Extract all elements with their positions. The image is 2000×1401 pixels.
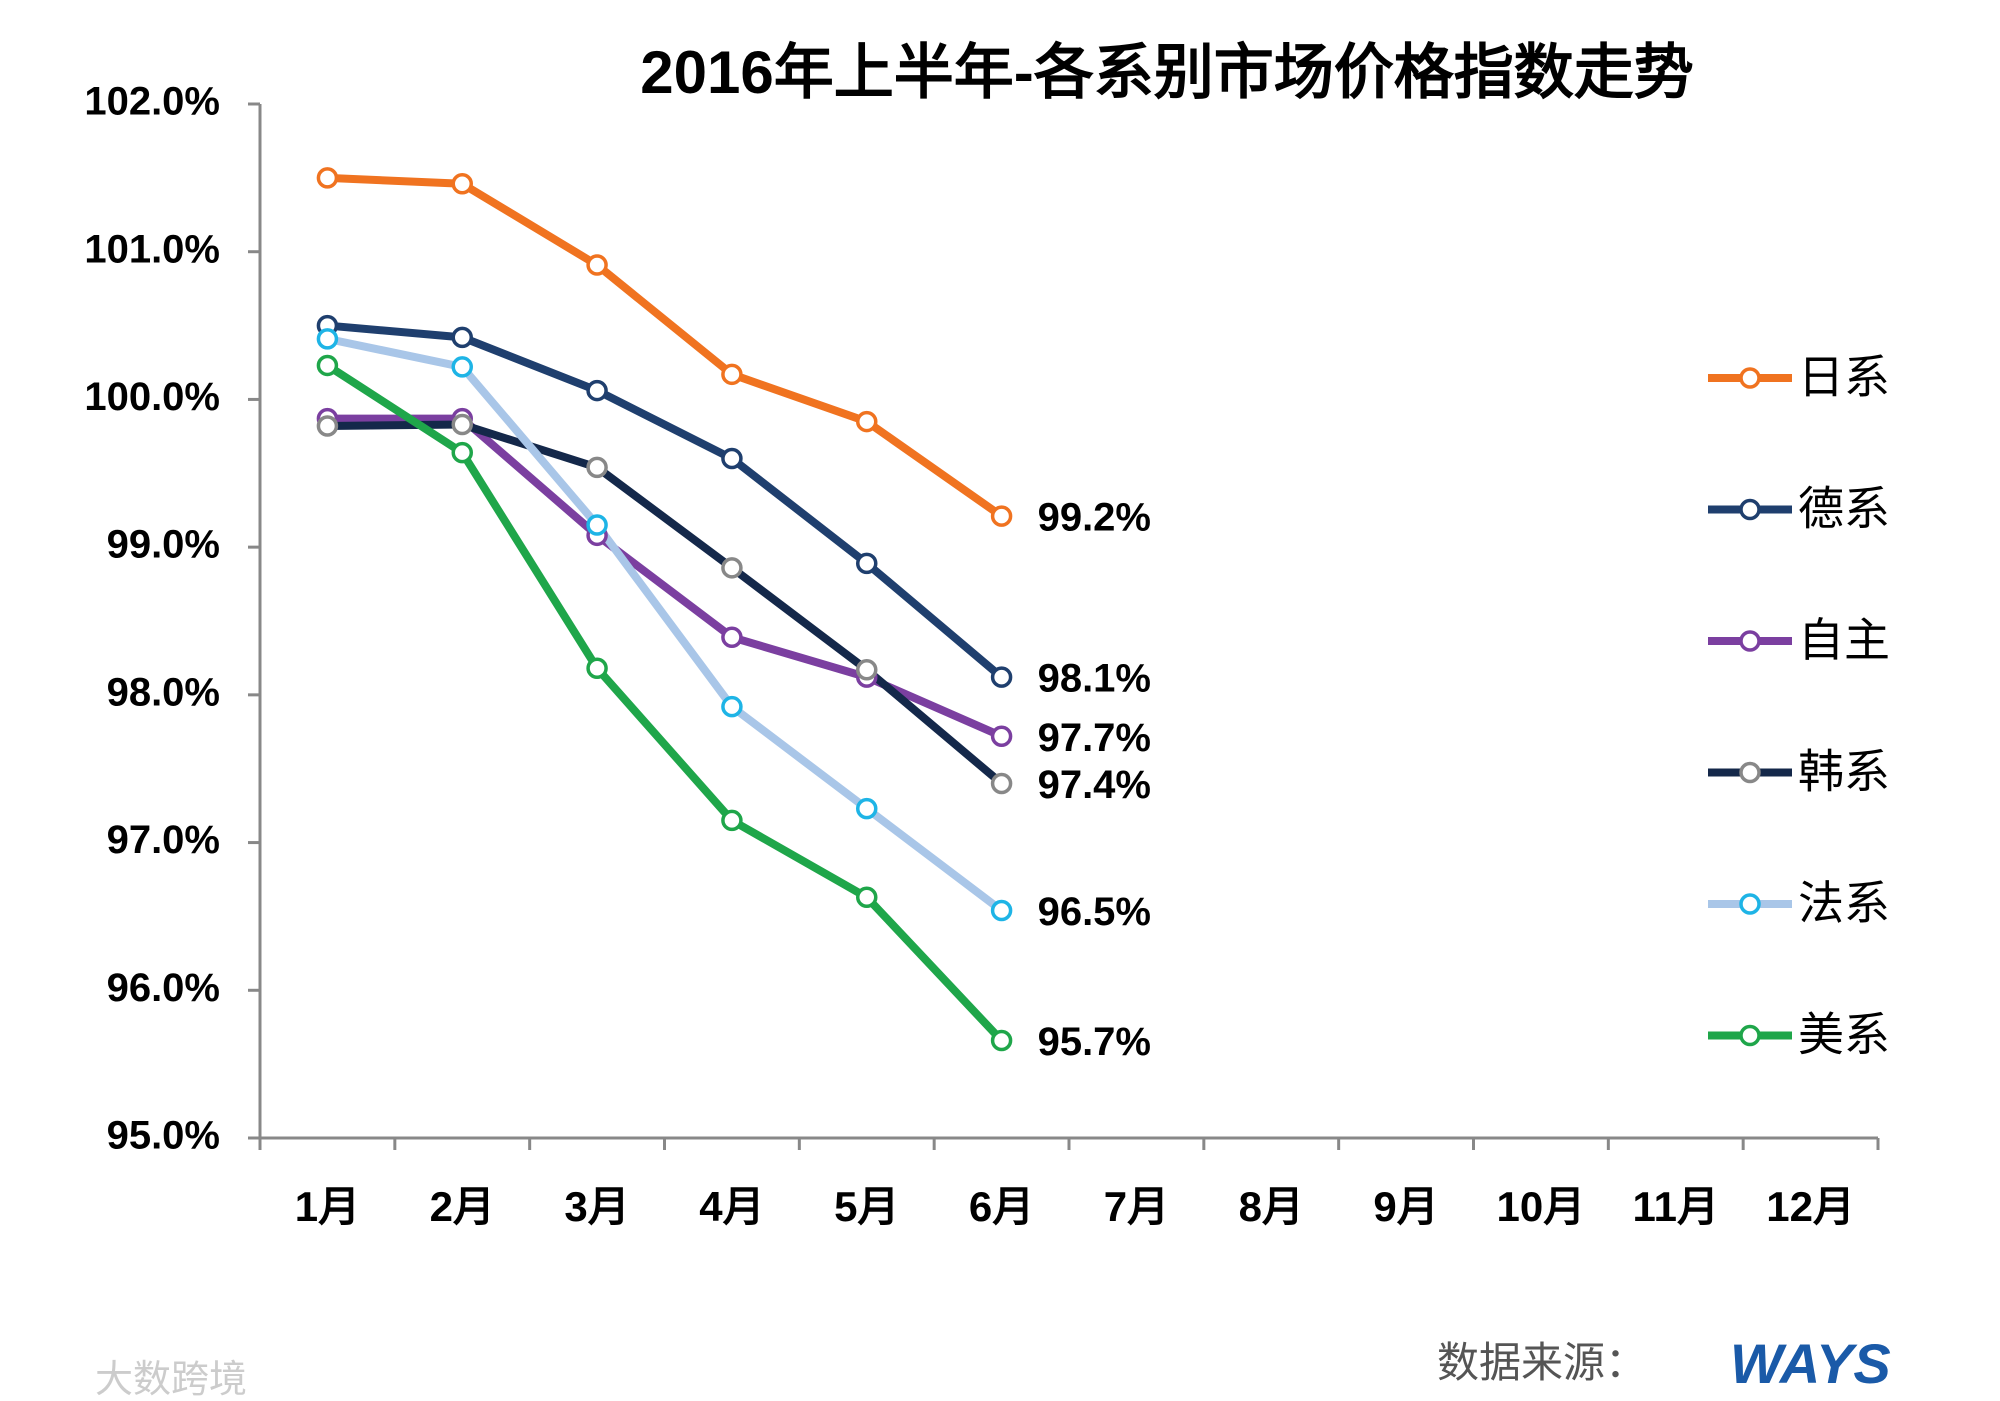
marker [721,809,743,832]
source-label: 数据来源： [1437,1339,1647,1386]
x-tick-label: 2月 [430,1183,495,1230]
series-line [326,334,1004,914]
x-tick-label: 3月 [564,1183,629,1230]
series-line [327,420,1005,787]
marker [451,173,473,195]
legend-label: 法系 [1798,877,1890,929]
y-tick-label: 99.0% [107,523,220,567]
series-line [327,414,1004,740]
legend-label: 韩系 [1798,746,1890,798]
legend-label: 德系 [1798,483,1890,535]
marker [316,354,339,377]
marker [316,167,339,189]
marker [721,626,743,648]
marker [451,441,473,464]
y-tick-label: 96.0% [107,966,220,1010]
legend-marker [1739,367,1761,389]
legend-label: 美系 [1798,1009,1890,1061]
legend-marker [1739,630,1761,652]
data-label: 97.4% [1038,763,1151,807]
marker [990,505,1013,527]
marker [856,552,878,575]
marker [721,557,743,579]
x-tick-label: 4月 [699,1183,764,1230]
marker [990,899,1013,922]
marker [586,514,608,536]
marker [721,695,743,718]
marker [721,363,743,386]
marker [451,413,473,436]
x-tick-label: 7月 [1104,1183,1169,1230]
legend-marker [1739,498,1761,521]
marker [990,1029,1013,1052]
series-line [327,173,1004,520]
marker [856,886,878,908]
marker [451,356,473,378]
x-tick-label: 9月 [1373,1183,1438,1230]
x-tick-label: 12月 [1766,1183,1855,1230]
series-line [327,321,1005,681]
x-tick-label: 1月 [295,1183,360,1230]
marker [586,379,608,402]
legend-marker [1739,761,1761,784]
y-tick-label: 101.0% [84,227,220,271]
y-tick-label: 100.0% [84,375,220,419]
marker [990,725,1013,747]
x-tick-label: 11月 [1633,1183,1719,1230]
y-tick-label: 98.0% [107,670,220,714]
x-tick-label: 6月 [969,1183,1034,1230]
marker [316,415,339,437]
x-tick-label: 8月 [1239,1183,1304,1230]
marker [856,658,878,681]
y-tick-label: 97.0% [107,818,220,862]
y-tick-label: 102.0% [84,80,220,124]
marker [856,410,878,433]
marker [990,666,1013,688]
marker [586,657,608,680]
data-label: 99.2% [1038,496,1151,540]
y-tick-label: 95.0% [107,1114,220,1158]
x-tick-label: 10月 [1497,1183,1586,1230]
legend-label: 自主 [1798,614,1890,666]
source-logo: WAYS [1730,1332,1891,1395]
data-label: 97.7% [1038,716,1151,760]
data-label: 95.7% [1038,1020,1151,1064]
series-line [325,362,1005,1044]
chart-title: 2016年上半年-各系别市场价格指数走势 [640,39,1693,106]
x-tick-label: 5月 [834,1183,899,1230]
legend-marker [1739,893,1761,915]
marker [721,447,743,470]
marker [586,456,608,479]
marker [451,326,473,349]
marker [990,772,1013,795]
data-label: 98.1% [1038,657,1151,701]
marker [856,797,878,820]
legend-label: 日系 [1798,351,1890,403]
legend-marker [1739,1024,1761,1047]
marker [316,328,339,350]
data-label: 96.5% [1038,890,1151,934]
marker [586,254,608,276]
watermark: 大数跨境 [95,1359,247,1401]
